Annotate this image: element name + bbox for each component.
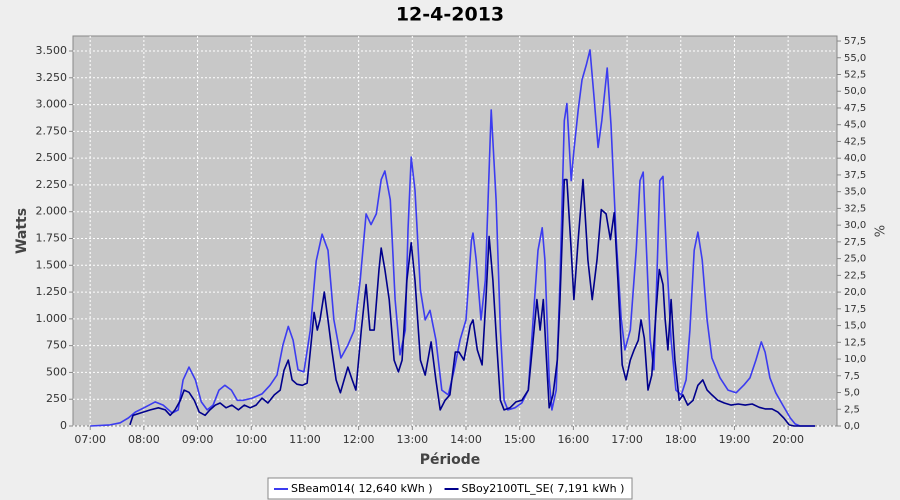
x-tick-label: 10:00 xyxy=(235,433,267,446)
y2-tick-label: 12,5 xyxy=(844,337,866,348)
y2-tick-label: 20,0 xyxy=(844,287,866,298)
y2-tick-label: 0,0 xyxy=(844,421,860,432)
x-tick-label: 15:00 xyxy=(504,433,536,446)
x-tick-label: 08:00 xyxy=(128,433,160,446)
x-tick-label: 14:00 xyxy=(450,433,482,446)
x-tick-label: 19:00 xyxy=(719,433,751,446)
y-tick-label: 750 xyxy=(46,339,67,352)
y-tick-label: 500 xyxy=(46,365,67,378)
y2-tick-label: 15,0 xyxy=(844,321,866,332)
legend-label: SBeam014( 12,640 kWh ) xyxy=(291,482,433,495)
y2-tick-label: 2,5 xyxy=(844,404,860,415)
x-tick-label: 16:00 xyxy=(558,433,590,446)
y2-tick-label: 55,0 xyxy=(844,53,866,64)
x-tick-label: 13:00 xyxy=(396,433,428,446)
plot-area xyxy=(72,35,838,427)
y-tick-label: 3.250 xyxy=(36,71,68,84)
y2-tick-label: 25,0 xyxy=(844,254,866,265)
y2-tick-label: 52,5 xyxy=(844,69,866,80)
x-tick-label: 18:00 xyxy=(665,433,697,446)
y2-tick-label: 30,0 xyxy=(844,220,866,231)
series-line xyxy=(90,49,815,427)
x-tick-label: 12:00 xyxy=(343,433,375,446)
x-tick-label: 07:00 xyxy=(74,433,106,446)
y2-tick-label: 45,0 xyxy=(844,120,866,131)
y2-tick-label: 10,0 xyxy=(844,354,866,365)
y2-tick-label: 35,0 xyxy=(844,187,866,198)
series-line xyxy=(129,178,815,427)
y2-tick-label: 17,5 xyxy=(844,304,866,315)
y2-tick-label: 50,0 xyxy=(844,86,866,97)
y2-tick-label: 27,5 xyxy=(844,237,866,248)
x-axis-label: Période xyxy=(420,452,481,468)
y2-tick-label: 7,5 xyxy=(844,371,860,382)
y-tick-label: 3.000 xyxy=(36,98,68,111)
x-tick-label: 17:00 xyxy=(611,433,643,446)
y-tick-label: 2.750 xyxy=(36,124,68,137)
y2-tick-label: 47,5 xyxy=(844,103,866,114)
y-tick-label: 2.000 xyxy=(36,205,68,218)
legend-label: SBoy2100TL_SE( 7,191 kWh ) xyxy=(462,482,625,495)
x-tick-label: 11:00 xyxy=(289,433,321,446)
y-tick-label: 3.500 xyxy=(36,44,68,57)
y2-tick-label: 37,5 xyxy=(844,170,866,181)
x-tick-label: 09:00 xyxy=(182,433,214,446)
y-tick-label: 2.500 xyxy=(36,151,68,164)
y2-tick-label: 22,5 xyxy=(844,270,866,281)
y-tick-label: 2.250 xyxy=(36,178,68,191)
y-axis-label: Watts xyxy=(14,208,30,254)
y-tick-label: 1.000 xyxy=(36,312,68,325)
chart-title: 12-4-2013 xyxy=(396,4,504,26)
x-tick-label: 20:00 xyxy=(772,433,804,446)
y2-tick-label: 42,5 xyxy=(844,136,866,147)
y-tick-label: 1.750 xyxy=(36,232,68,245)
y-tick-label: 250 xyxy=(46,392,67,405)
y2-tick-label: 32,5 xyxy=(844,203,866,214)
y-tick-label: 1.250 xyxy=(36,285,68,298)
y2-tick-label: 57,5 xyxy=(844,36,866,47)
y2-tick-label: 40,0 xyxy=(844,153,866,164)
y-tick-label: 1.500 xyxy=(36,258,68,271)
y2-axis-label: % xyxy=(874,225,889,237)
y2-tick-label: 5,0 xyxy=(844,388,860,399)
y-tick-label: 0 xyxy=(60,419,67,432)
